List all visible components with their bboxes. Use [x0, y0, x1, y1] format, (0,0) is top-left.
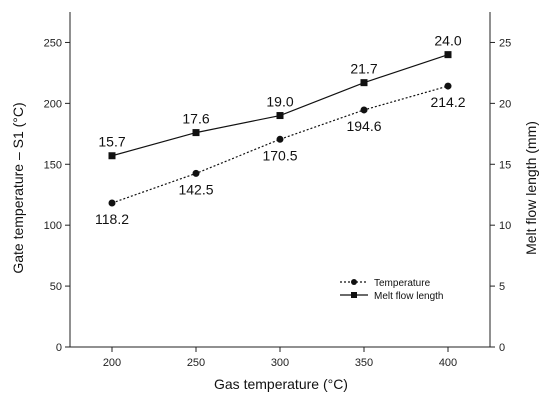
data-point [360, 106, 368, 114]
series-line-temperature [111, 85, 449, 204]
data-point [192, 129, 200, 137]
x-axis-title: Gas temperature (°C) [214, 376, 348, 392]
axes: 0 50 100 150 200 250 0 5 10 15 20 25 200 250 300 350 400 [44, 12, 511, 369]
y-axis-left-title: Gate temperature – S1 (°C) [10, 102, 26, 273]
data-label: 24.0 [434, 33, 461, 49]
y-left-tick-label: 150 [44, 159, 62, 171]
x-tick-label: 300 [271, 357, 289, 369]
data-point [444, 51, 452, 59]
data-label: 142.5 [178, 181, 213, 197]
data-label: 118.2 [95, 211, 129, 227]
y-axis-right-title: Melt flow length (mm) [523, 121, 539, 255]
data-point [444, 82, 452, 90]
data-point [192, 169, 200, 177]
data-label: 17.6 [182, 111, 209, 127]
data-point [276, 135, 284, 143]
legend-label: Temperature [374, 278, 431, 289]
data-label: 214.2 [430, 94, 465, 110]
y-left-tick-label: 100 [44, 220, 62, 232]
y-right-tick-label: 10 [499, 220, 511, 232]
y-left-tick-label: 0 [56, 342, 62, 354]
y-left-tick-label: 200 [44, 98, 62, 110]
x-tick-label: 400 [439, 357, 457, 369]
y-left-tick-label: 50 [50, 281, 62, 293]
y-right-tick-label: 5 [499, 281, 505, 293]
data-label: 21.7 [350, 61, 377, 77]
x-tick-label: 250 [187, 357, 205, 369]
data-label: 170.5 [262, 147, 297, 163]
legend-marker [351, 279, 357, 285]
y-right-tick-label: 20 [499, 98, 511, 110]
y-right-tick-label: 0 [499, 342, 505, 354]
data-point [108, 199, 116, 207]
x-tick-label: 200 [103, 357, 121, 369]
data-label: 15.7 [98, 134, 125, 150]
data-point [360, 79, 368, 87]
y-right-tick-label: 15 [499, 159, 511, 171]
legend-label: Melt flow length [374, 291, 443, 302]
data-point [108, 152, 116, 160]
series-layer [108, 51, 452, 207]
x-tick-label: 350 [355, 357, 373, 369]
data-point [276, 112, 284, 120]
data-labels: 118.2 142.5 170.5 194.6 214.2 15.7 17.6 19.0 21.… [95, 33, 466, 227]
y-right-tick-label: 25 [499, 37, 511, 49]
legend-marker [351, 292, 357, 298]
legend: Temperature Melt flow length [340, 278, 443, 302]
y-left-tick-label: 250 [44, 37, 62, 49]
data-label: 194.6 [346, 118, 381, 134]
data-label: 19.0 [266, 94, 293, 110]
